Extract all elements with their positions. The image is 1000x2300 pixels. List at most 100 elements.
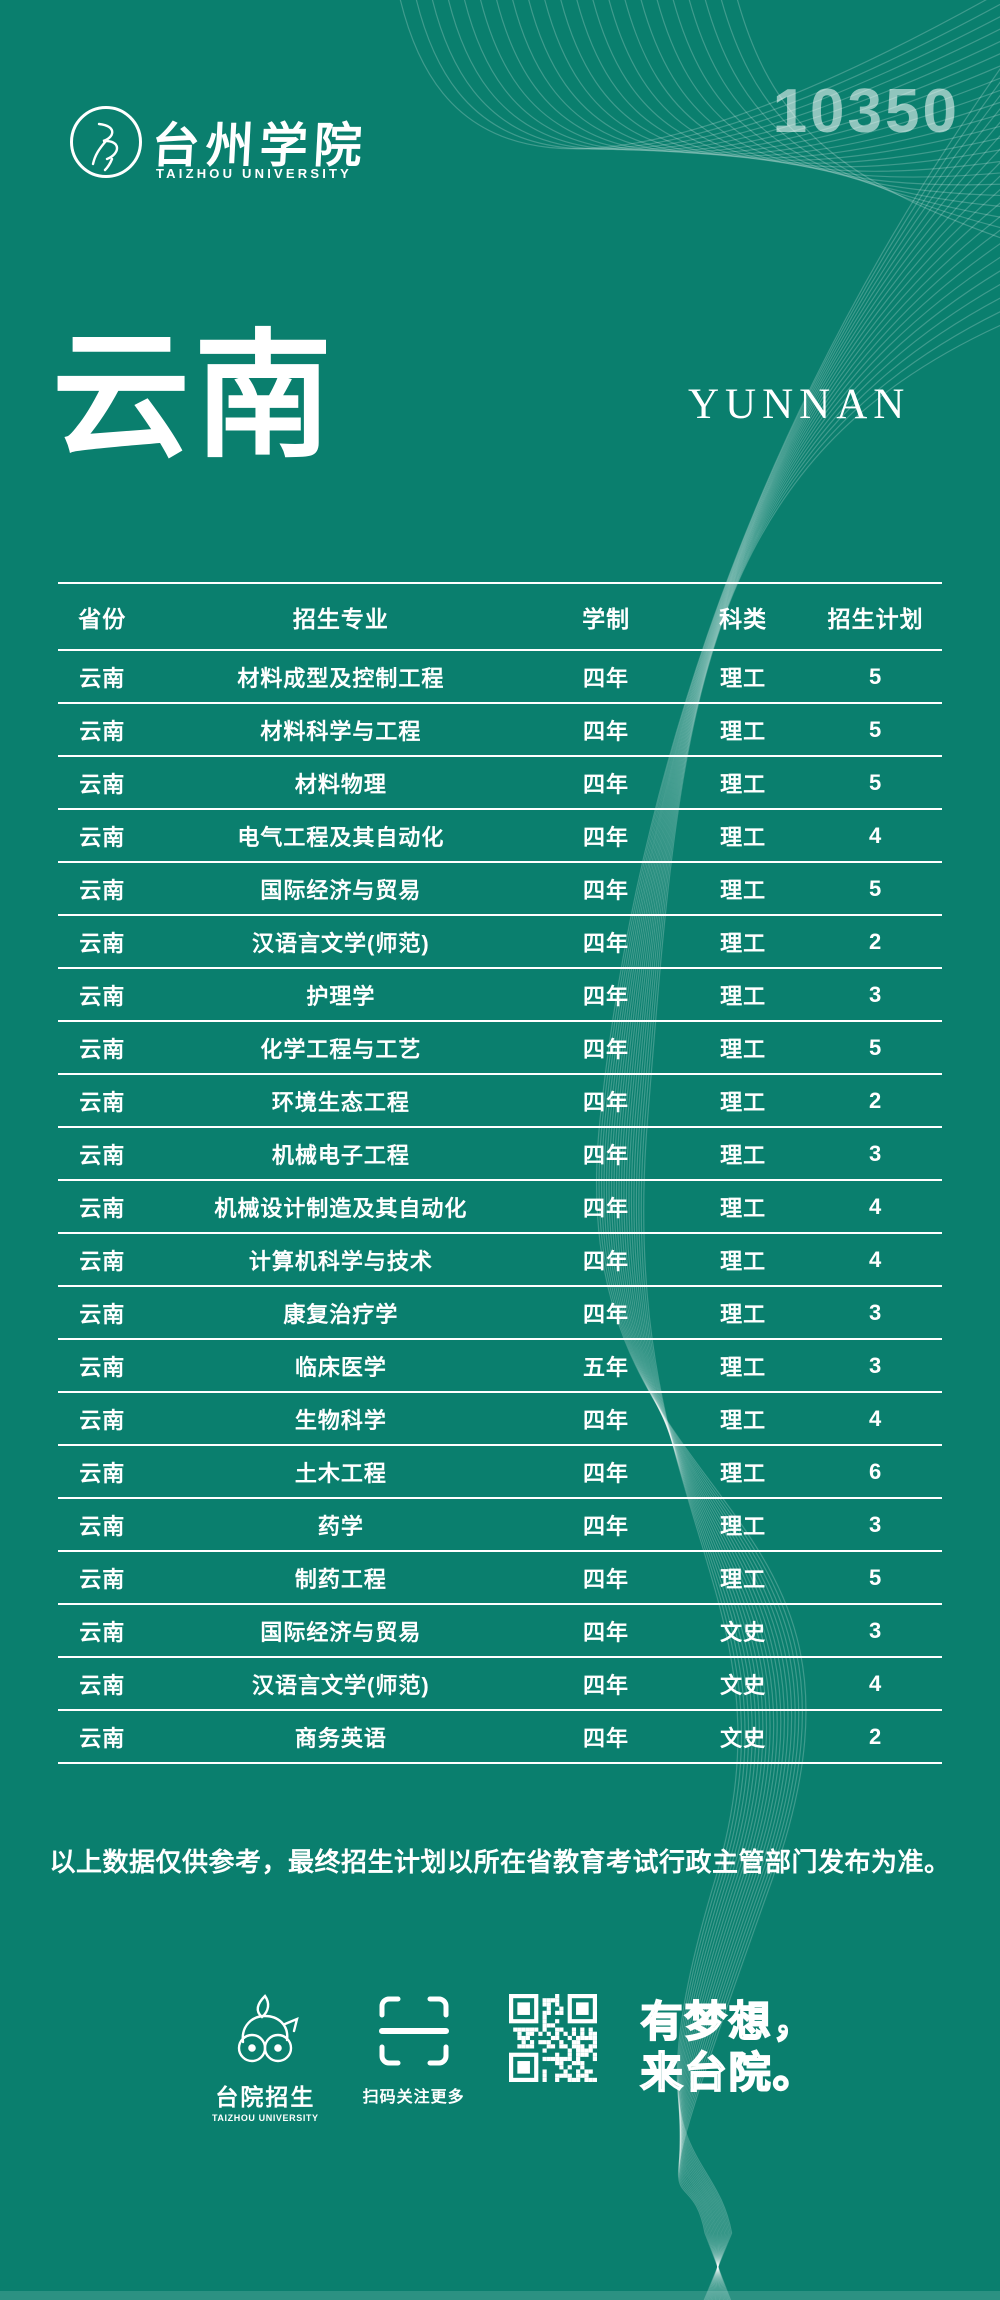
cell-plan: 2 <box>869 928 883 954</box>
cell-category: 理工 <box>720 824 767 850</box>
cell-major: 材料科学与工程 <box>260 718 422 744</box>
cell-province: 云南 <box>79 771 126 797</box>
cell-major: 护理学 <box>306 983 376 1009</box>
cell-category: 理工 <box>720 1195 767 1221</box>
cell-category: 理工 <box>720 1354 767 1380</box>
cell-plan: 5 <box>869 663 883 689</box>
cell-category: 理工 <box>720 1248 767 1274</box>
table-row: 云南 土木工程 四年 理工 6 <box>58 1446 942 1499</box>
cell-plan: 4 <box>869 1246 883 1272</box>
mascot-icon <box>238 1994 300 2063</box>
cell-province: 云南 <box>79 1142 126 1168</box>
table-row: 云南 电气工程及其自动化 四年 理工 4 <box>58 810 942 863</box>
cell-duration: 四年 <box>583 1195 630 1221</box>
cell-major: 药学 <box>317 1513 364 1539</box>
cell-duration: 四年 <box>583 1089 630 1115</box>
cell-duration: 四年 <box>583 1619 630 1645</box>
qr-block <box>508 1994 597 2082</box>
cell-major: 汉语言文学(师范) <box>252 930 430 956</box>
cell-province: 云南 <box>79 930 126 956</box>
cell-duration: 四年 <box>583 824 630 850</box>
cell-category: 理工 <box>720 930 767 956</box>
cell-major: 化学工程与工艺 <box>260 1036 422 1062</box>
admission-table: 省份 招生专业 学制 科类 招生计划 云南 材料成型及控制工程 四年 理工 5 云南 材料科… <box>58 582 942 1764</box>
cell-major: 国际经济与贸易 <box>260 877 422 903</box>
table-row: 云南 化学工程与工艺 四年 理工 5 <box>58 1022 942 1075</box>
table-row: 云南 国际经济与贸易 四年 理工 5 <box>58 863 942 916</box>
cell-plan: 5 <box>869 1564 883 1590</box>
table-row: 云南 机械设计制造及其自动化 四年 理工 4 <box>58 1181 942 1234</box>
cell-major: 国际经济与贸易 <box>260 1619 422 1645</box>
cell-category: 理工 <box>720 665 767 691</box>
cell-plan: 3 <box>869 1299 883 1325</box>
column-header-duration: 学制 <box>582 605 631 632</box>
cell-plan: 5 <box>869 769 883 795</box>
cell-category: 理工 <box>720 1460 767 1486</box>
cell-province: 云南 <box>79 1195 126 1221</box>
cell-duration: 四年 <box>583 1513 630 1539</box>
cell-major: 汉语言文学(师范) <box>252 1672 430 1698</box>
table-row: 云南 国际经济与贸易 四年 文史 3 <box>58 1605 942 1658</box>
cell-category: 文史 <box>720 1619 767 1645</box>
page-title: 云南 <box>52 321 337 474</box>
cell-province: 云南 <box>79 1301 126 1327</box>
cell-plan: 3 <box>869 1140 883 1166</box>
cell-province: 云南 <box>79 824 126 850</box>
mascot-label: 台院招生 <box>215 2084 316 2110</box>
cell-major: 机械设计制造及其自动化 <box>214 1195 468 1221</box>
cell-duration: 四年 <box>583 1301 630 1327</box>
cell-major: 机械电子工程 <box>271 1142 410 1168</box>
cell-plan: 3 <box>869 1352 883 1378</box>
cell-province: 云南 <box>79 665 126 691</box>
cell-plan: 5 <box>869 1034 883 1060</box>
cell-province: 云南 <box>79 1089 126 1115</box>
cell-duration: 四年 <box>583 665 630 691</box>
cell-province: 云南 <box>79 1566 126 1592</box>
table-row: 云南 制药工程 四年 理工 5 <box>58 1552 942 1605</box>
cell-province: 云南 <box>79 877 126 903</box>
slogan-block: 有梦想， 来台院。 <box>640 1994 817 2097</box>
slogan-line-1: 有梦想， <box>640 1997 817 2046</box>
cell-category: 理工 <box>720 1513 767 1539</box>
cell-category: 理工 <box>720 718 767 744</box>
cell-plan: 4 <box>869 1193 883 1219</box>
cell-plan: 6 <box>869 1458 883 1484</box>
page-title-en: YUNNAN <box>688 381 911 428</box>
cell-province: 云南 <box>79 1460 126 1486</box>
cell-province: 云南 <box>79 1725 126 1751</box>
column-header-province: 省份 <box>78 605 127 632</box>
column-header-major: 招生专业 <box>292 605 389 632</box>
cell-plan: 3 <box>869 981 883 1007</box>
cell-duration: 四年 <box>583 930 630 956</box>
table-header-row: 省份 招生专业 学制 科类 招生计划 <box>58 582 942 651</box>
scan-frame-icon <box>378 1996 449 2066</box>
cell-province: 云南 <box>79 1036 126 1062</box>
cell-category: 理工 <box>720 1301 767 1327</box>
qr-code <box>508 1994 597 2082</box>
table-row: 云南 环境生态工程 四年 理工 2 <box>58 1075 942 1128</box>
cell-duration: 四年 <box>583 771 630 797</box>
scan-block: 扫码关注更多 <box>363 1994 465 2107</box>
cell-plan: 3 <box>869 1617 883 1643</box>
cell-province: 云南 <box>79 983 126 1009</box>
table-row: 云南 生物科学 四年 理工 4 <box>58 1393 942 1446</box>
bottom-edge-strip <box>0 2291 1000 2300</box>
cell-major: 商务英语 <box>294 1725 387 1751</box>
cell-category: 理工 <box>720 983 767 1009</box>
cell-major: 环境生态工程 <box>271 1089 410 1115</box>
cell-category: 理工 <box>720 1407 767 1433</box>
cell-major: 材料物理 <box>294 771 387 797</box>
cell-duration: 四年 <box>583 983 630 1009</box>
table-row: 云南 机械电子工程 四年 理工 3 <box>58 1128 942 1181</box>
school-code: 10350 <box>772 77 960 146</box>
cell-category: 理工 <box>720 1036 767 1062</box>
cell-category: 理工 <box>720 877 767 903</box>
cell-category: 理工 <box>720 1142 767 1168</box>
slogan-line-2: 来台院。 <box>640 2048 817 2097</box>
table-row: 云南 计算机科学与技术 四年 理工 4 <box>58 1234 942 1287</box>
cell-plan: 5 <box>869 716 883 742</box>
mascot-block: 台院招生 TAIZHOU UNIVERSITY <box>212 1994 319 2123</box>
table-row: 云南 汉语言文学(师范) 四年 文史 4 <box>58 1658 942 1711</box>
mascot-label-en: TAIZHOU UNIVERSITY <box>212 2113 319 2123</box>
